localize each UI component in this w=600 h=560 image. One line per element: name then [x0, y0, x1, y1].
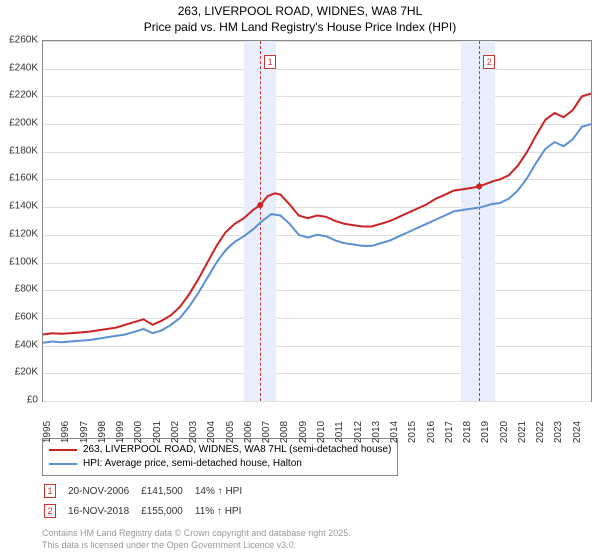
- event-date: 20-NOV-2006: [68, 482, 139, 500]
- gridline-h: [43, 401, 591, 402]
- plot-area: 12: [42, 40, 592, 402]
- x-tick-label: 1999: [115, 421, 126, 443]
- y-tick-label: £160K: [2, 173, 38, 184]
- event-delta: 11% ↑ HPI: [195, 502, 252, 520]
- x-tick-label: 2001: [152, 421, 163, 443]
- x-tick-label: 2023: [553, 421, 564, 443]
- series-marker: [476, 183, 482, 189]
- x-tick-label: 2021: [517, 421, 528, 443]
- legend: 263, LIVERPOOL ROAD, WIDNES, WA8 7HL (se…: [42, 438, 398, 476]
- chart-title: 263, LIVERPOOL ROAD, WIDNES, WA8 7HL Pri…: [0, 0, 600, 35]
- x-tick-label: 2022: [535, 421, 546, 443]
- x-tick-label: 2015: [407, 421, 418, 443]
- y-tick-label: £140K: [2, 201, 38, 212]
- x-tick-label: 2020: [499, 421, 510, 443]
- attribution-footer: Contains HM Land Registry data © Crown c…: [42, 528, 351, 551]
- footer-line-2: This data is licensed under the Open Gov…: [42, 540, 296, 550]
- x-tick-label: 2006: [243, 421, 254, 443]
- legend-row: 263, LIVERPOOL ROAD, WIDNES, WA8 7HL (se…: [49, 443, 391, 457]
- x-tick-label: 2010: [316, 421, 327, 443]
- x-tick-label: 2024: [572, 421, 583, 443]
- title-line-1: 263, LIVERPOOL ROAD, WIDNES, WA8 7HL: [178, 4, 423, 18]
- x-tick-label: 2011: [334, 421, 345, 443]
- x-tick-label: 1995: [42, 421, 53, 443]
- x-tick-label: 2014: [389, 421, 400, 443]
- legend-label: 263, LIVERPOOL ROAD, WIDNES, WA8 7HL (se…: [83, 443, 391, 457]
- legend-row: HPI: Average price, semi-detached house,…: [49, 457, 391, 471]
- y-tick-label: £0: [2, 395, 38, 406]
- y-tick-label: £100K: [2, 256, 38, 267]
- x-tick-label: 2017: [444, 421, 455, 443]
- event-number-box: 2: [44, 504, 56, 518]
- y-tick-label: £40K: [2, 339, 38, 350]
- legend-swatch: [49, 463, 77, 465]
- legend-swatch: [49, 449, 77, 451]
- x-tick-label: 1998: [97, 421, 108, 443]
- event-date: 16-NOV-2018: [68, 502, 139, 520]
- y-tick-label: £80K: [2, 284, 38, 295]
- title-line-2: Price paid vs. HM Land Registry's House …: [144, 20, 456, 34]
- series-svg: [43, 41, 591, 401]
- event-price: £155,000: [141, 502, 193, 520]
- x-tick-label: 2012: [353, 421, 364, 443]
- y-tick-label: £240K: [2, 62, 38, 73]
- x-tick-label: 2013: [371, 421, 382, 443]
- series-line: [43, 124, 591, 343]
- x-tick-label: 2018: [462, 421, 473, 443]
- x-tick-label: 2008: [279, 421, 290, 443]
- x-tick-label: 2000: [133, 421, 144, 443]
- legend-label: HPI: Average price, semi-detached house,…: [83, 457, 302, 471]
- chart-container: 263, LIVERPOOL ROAD, WIDNES, WA8 7HL Pri…: [0, 0, 600, 560]
- x-tick-label: 2002: [170, 421, 181, 443]
- y-tick-label: £20K: [2, 367, 38, 378]
- y-tick-label: £60K: [2, 311, 38, 322]
- x-tick-label: 1997: [79, 421, 90, 443]
- y-tick-label: £180K: [2, 145, 38, 156]
- event-number-box: 1: [44, 484, 56, 498]
- y-tick-label: £200K: [2, 118, 38, 129]
- event-row: 1 20-NOV-2006£141,50014% ↑ HPI: [44, 482, 252, 500]
- x-tick-label: 2007: [261, 421, 272, 443]
- x-tick-label: 2003: [188, 421, 199, 443]
- event-price: £141,500: [141, 482, 193, 500]
- y-tick-label: £120K: [2, 228, 38, 239]
- footer-line-1: Contains HM Land Registry data © Crown c…: [42, 528, 351, 538]
- x-tick-label: 1996: [60, 421, 71, 443]
- x-tick-label: 2005: [225, 421, 236, 443]
- series-marker: [257, 202, 263, 208]
- x-tick-label: 2009: [298, 421, 309, 443]
- y-tick-label: £220K: [2, 90, 38, 101]
- series-line: [43, 94, 591, 335]
- x-tick-label: 2004: [206, 421, 217, 443]
- x-tick-label: 2019: [480, 421, 491, 443]
- x-tick-label: 2016: [426, 421, 437, 443]
- events-table: 1 20-NOV-2006£141,50014% ↑ HPI 2 16-NOV-201…: [42, 480, 254, 522]
- event-delta: 14% ↑ HPI: [195, 482, 252, 500]
- event-row: 2 16-NOV-2018£155,00011% ↑ HPI: [44, 502, 252, 520]
- y-tick-label: £260K: [2, 35, 38, 46]
